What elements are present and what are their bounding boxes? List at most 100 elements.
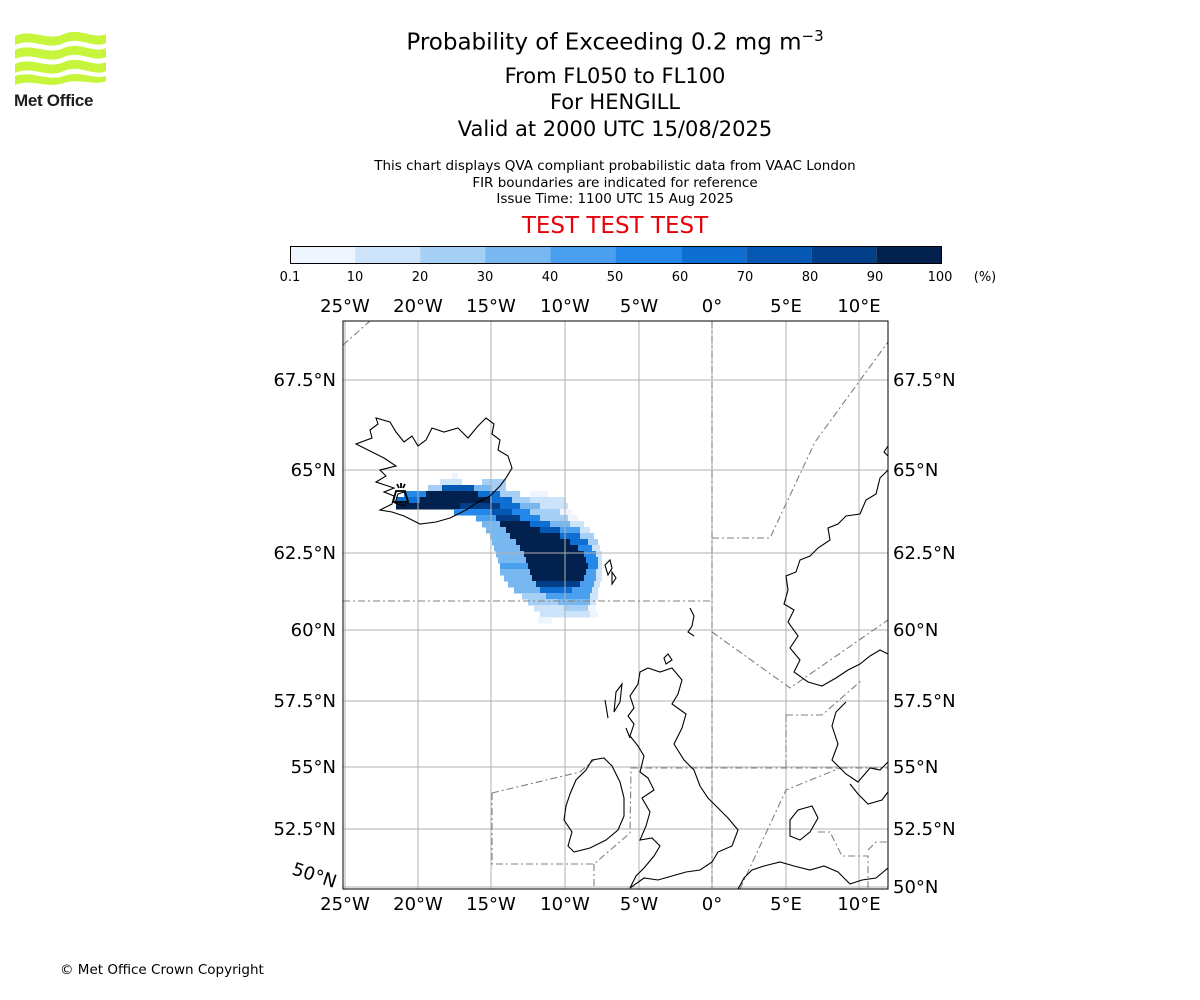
- plume-cell: [590, 599, 596, 606]
- plume-cell: [584, 575, 596, 582]
- plume-cell: [590, 593, 598, 600]
- plume-cell: [460, 503, 500, 510]
- plume-cell: [568, 515, 578, 522]
- volcano-marker: [391, 483, 410, 503]
- plume-cell: [580, 581, 594, 588]
- lat-label-right: 60°N: [893, 620, 938, 641]
- plume-cell: [520, 545, 578, 552]
- colorbar-tick-label: 40: [541, 270, 559, 285]
- met-office-logo-text: Met Office: [14, 91, 94, 110]
- plume-cell: [492, 509, 512, 516]
- coastlines: [354, 417, 888, 889]
- plume-cell: [508, 581, 536, 588]
- plume-cell: [524, 551, 584, 558]
- lat-label-left: 65°N: [291, 460, 336, 481]
- lat-label-right: 57.5°N: [893, 691, 956, 712]
- issue-time: Issue Time: 1100 UTC 15 Aug 2025: [496, 191, 734, 207]
- colorbar-tick-label: 80: [801, 270, 819, 285]
- plume-cell: [596, 575, 602, 582]
- plume-cell: [530, 569, 586, 576]
- plume-cell: [528, 563, 588, 570]
- plume-cell: [496, 551, 524, 558]
- plume-cell: [494, 545, 520, 552]
- colorbar-tick-label: 30: [476, 270, 494, 285]
- lat-label-right: 52.5°N: [893, 819, 956, 840]
- colorbar-segment: [810, 247, 876, 263]
- lon-label-top: 15°W: [466, 296, 516, 317]
- lon-label-bottom: 10°W: [540, 894, 590, 915]
- colorbar-tick-label: 50: [606, 270, 624, 285]
- volcano-location: For HENGILL: [549, 90, 681, 114]
- colorbar-segment: [485, 247, 551, 263]
- plume-cell: [588, 563, 598, 570]
- colorbar-segment: [355, 247, 421, 263]
- plume-cell: [594, 581, 600, 588]
- lat-label-right: 55°N: [893, 757, 938, 778]
- colorbar-segment: [291, 247, 356, 263]
- colorbar-tick-label: 20: [411, 270, 429, 285]
- colorbar-segment: [875, 247, 941, 263]
- plume-cell: [500, 569, 530, 576]
- plume-cell: [598, 563, 602, 570]
- lat-label-left: 55°N: [291, 757, 336, 778]
- plume-cell: [570, 539, 588, 546]
- lon-label-bottom: 0°: [702, 894, 722, 915]
- lon-label-top: 25°W: [320, 296, 370, 317]
- plume-cell: [512, 497, 530, 504]
- plume-cell: [476, 515, 496, 522]
- plume-cell: [598, 557, 602, 564]
- plume-cell: [584, 551, 596, 558]
- plume-cell: [500, 491, 520, 498]
- plume-cell: [540, 527, 560, 534]
- plume-cell: [496, 515, 520, 522]
- plume-cell: [566, 611, 590, 618]
- probability-colorbar: [290, 246, 942, 264]
- plume-cell: [540, 587, 572, 594]
- plume-cell: [420, 497, 490, 504]
- flight-level-range: From FL050 to FL100: [504, 64, 726, 88]
- plume-cell: [564, 605, 588, 612]
- plume-cell: [530, 497, 566, 504]
- plume-cell: [428, 485, 442, 492]
- plume-cell: [580, 533, 594, 540]
- colorbar-segment: [745, 247, 811, 263]
- lat-label-corner: 50°N: [289, 859, 339, 893]
- lon-label-top: 20°W: [393, 296, 443, 317]
- plume-cell: [592, 587, 598, 594]
- lon-label-bottom: 25°W: [320, 894, 370, 915]
- plume-cell: [572, 587, 592, 594]
- colorbar-segment: [420, 247, 486, 263]
- lat-label-right: 67.5°N: [893, 370, 956, 391]
- plume-cell: [500, 521, 530, 528]
- plume-cell: [498, 557, 526, 564]
- lon-label-top: 10°E: [837, 296, 880, 317]
- plume-cell: [426, 491, 478, 498]
- valid-time: Valid at 2000 UTC 15/08/2025: [457, 117, 773, 141]
- lon-label-bottom: 5°W: [620, 894, 658, 915]
- colorbar-segment: [680, 247, 746, 263]
- plume-cell: [452, 473, 458, 480]
- plume-cell: [526, 557, 586, 564]
- lon-label-top: 5°W: [620, 296, 658, 317]
- plume-cell: [512, 509, 530, 516]
- lon-label-bottom: 5°E: [770, 894, 802, 915]
- lat-label-left: 60°N: [291, 620, 336, 641]
- plume-cell: [530, 491, 548, 498]
- lat-label-left: 57.5°N: [273, 691, 336, 712]
- plume-cell: [540, 515, 568, 522]
- lon-label-bottom: 15°W: [466, 894, 516, 915]
- lon-label-top: 10°W: [540, 296, 590, 317]
- plume-cell: [538, 617, 552, 624]
- plume-cell: [404, 491, 426, 498]
- plume-cell: [578, 545, 592, 552]
- lon-label-top: 0°: [702, 296, 722, 317]
- plume-cell: [520, 503, 540, 510]
- plume-cell: [440, 479, 462, 486]
- plume-cell: [596, 569, 602, 576]
- colorbar-unit: (%): [973, 270, 997, 285]
- plume-cell: [570, 521, 584, 528]
- plume-cell: [504, 575, 532, 582]
- plume-cell: [560, 509, 572, 516]
- lon-label-top: 5°E: [770, 296, 802, 317]
